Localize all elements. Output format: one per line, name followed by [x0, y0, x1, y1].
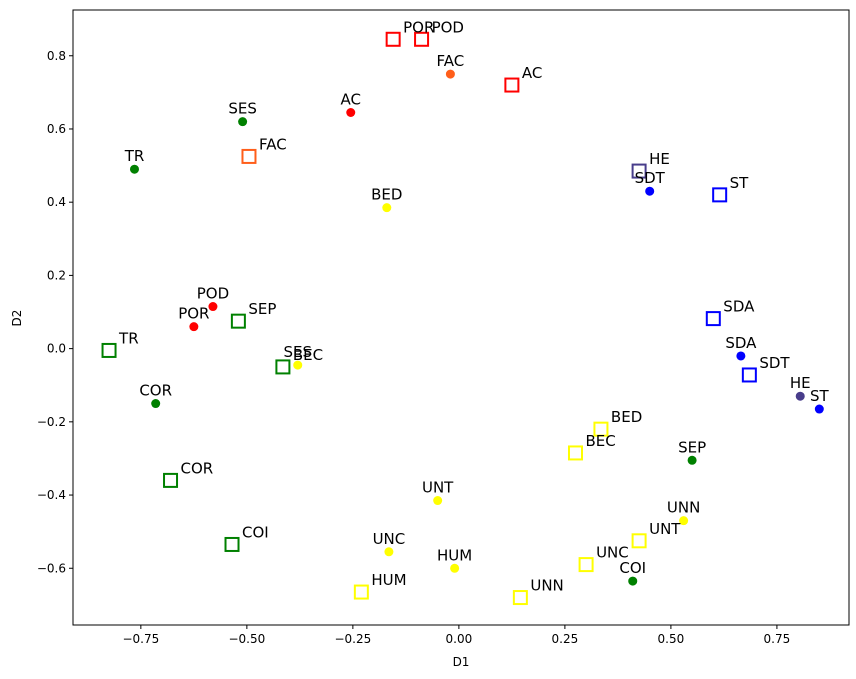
- point-label: UNN: [667, 499, 700, 517]
- point-label: TR: [118, 329, 139, 347]
- y-tick-label: 0.8: [47, 49, 66, 63]
- point-circle-unt: [433, 496, 443, 506]
- point-label: HUM: [437, 546, 472, 564]
- point-label: UNT: [649, 520, 681, 538]
- point-square-tr: [101, 342, 117, 358]
- point-label: HE: [790, 374, 811, 392]
- point-circle-ses: [293, 360, 303, 370]
- x-tick-label: −0.75: [122, 632, 159, 646]
- point-square-st: [712, 187, 728, 203]
- point-square-he: [631, 163, 647, 179]
- point-label: UNC: [373, 530, 406, 548]
- point-circle-tr: [129, 164, 139, 174]
- point-label: POD: [197, 285, 229, 303]
- point-label: BED: [611, 408, 642, 426]
- point-label: SES: [228, 100, 257, 118]
- point-square-bec: [275, 359, 291, 375]
- x-tick-label: −0.50: [228, 632, 265, 646]
- point-label: POR: [403, 18, 434, 36]
- x-tick-label: −0.25: [334, 632, 371, 646]
- point-circle-unn: [679, 516, 689, 526]
- point-label: AC: [522, 64, 542, 82]
- point-label: SDT: [635, 169, 666, 187]
- point-circle-sep: [687, 455, 697, 465]
- point-circle-unc: [384, 547, 394, 557]
- point-square-fac: [241, 148, 257, 164]
- point-label: HE: [649, 150, 670, 168]
- point-circle-he: [795, 391, 805, 401]
- point-circle-pod: [208, 302, 218, 312]
- x-tick-label: 0.50: [658, 632, 685, 646]
- point-square-cor: [163, 472, 179, 488]
- point-circle-bed: [382, 203, 392, 213]
- point-label: FAC: [259, 135, 287, 153]
- y-axis: −0.6 −0.4 −0.2 0.0 0.2 0.4 0.6 0.8: [37, 49, 73, 575]
- point-label: FAC: [437, 52, 465, 70]
- y-tick-label: −0.6: [37, 561, 66, 575]
- point-square-coi: [224, 536, 240, 552]
- point-label: UNC: [596, 544, 629, 562]
- point-square-sep: [230, 313, 246, 329]
- point-label: ST: [730, 174, 750, 192]
- y-axis-label: D2: [10, 310, 24, 327]
- point-square-unn: [512, 590, 528, 606]
- point-square-unc: [578, 557, 594, 573]
- point-square-bed: [593, 421, 609, 437]
- point-circle-cor: [151, 399, 161, 409]
- point-label: SDA: [723, 298, 755, 316]
- point-circle-ac: [346, 108, 356, 117]
- x-tick-label: 0.75: [764, 632, 791, 646]
- point-label: SEP: [248, 300, 276, 318]
- point-label: SEP: [678, 438, 706, 456]
- point-label: BEC: [293, 346, 323, 364]
- point-square-bec: [567, 445, 583, 461]
- point-label: BEC: [585, 432, 615, 450]
- point-circle-coi: [628, 576, 638, 586]
- point-square-pod: [414, 31, 430, 47]
- point-label: ST: [810, 387, 830, 405]
- point-label: SDT: [759, 354, 790, 372]
- y-tick-label: −0.2: [37, 415, 66, 429]
- point-label: UNT: [422, 479, 454, 497]
- y-tick-label: −0.4: [37, 488, 66, 502]
- y-tick-label: 0.6: [47, 122, 66, 136]
- point-circle-por: [189, 322, 199, 332]
- point-label: TR: [124, 147, 145, 165]
- point-circle-hum: [450, 563, 460, 573]
- point-square-ac: [504, 77, 520, 93]
- point-label: BED: [371, 186, 402, 204]
- point-circle-st: [814, 404, 824, 414]
- point-labels: PODPORACFACSESTRCORSEPCOIBEDSESUNTUNCHUM…: [118, 18, 829, 594]
- point-label: AC: [341, 91, 361, 109]
- point-label: COI: [242, 523, 269, 541]
- point-circle-fac: [445, 69, 455, 79]
- point-square-sda: [705, 311, 721, 327]
- point-label: POD: [432, 18, 464, 36]
- point-label: COR: [181, 459, 214, 477]
- point-label: COR: [139, 382, 172, 400]
- data-points: [101, 31, 824, 606]
- x-axis: −0.75 −0.50 −0.25 0.00 0.25 0.50 0.75: [122, 625, 790, 646]
- point-circle-ses: [238, 117, 248, 127]
- y-tick-label: 0.2: [47, 268, 66, 282]
- point-circle-sda: [736, 351, 746, 361]
- point-label: SES: [283, 343, 312, 361]
- y-tick-label: 0.0: [47, 342, 66, 356]
- x-axis-label: D1: [453, 655, 470, 669]
- y-tick-label: 0.4: [47, 195, 66, 209]
- point-label: UNN: [530, 577, 563, 595]
- point-label: HUM: [371, 571, 406, 589]
- point-square-por: [385, 31, 401, 47]
- point-square-hum: [353, 584, 369, 600]
- x-tick-label: 0.25: [552, 632, 579, 646]
- x-tick-label: 0.00: [446, 632, 473, 646]
- point-circle-sdt: [645, 186, 655, 196]
- point-square-unt: [631, 533, 647, 549]
- point-label: POR: [178, 305, 209, 323]
- point-label: COI: [619, 559, 646, 577]
- point-label: SDA: [725, 334, 757, 352]
- point-square-sdt: [741, 367, 757, 383]
